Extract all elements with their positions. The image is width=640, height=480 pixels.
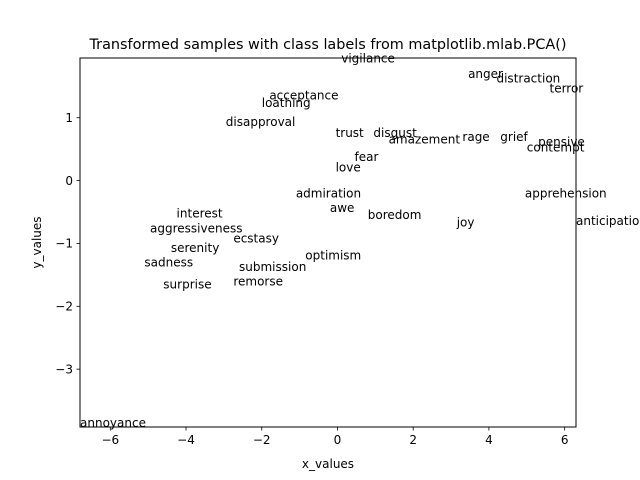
points-layer: vigilanceangerdistractionterroracceptanc… xyxy=(80,51,640,430)
x-tick-label: −6 xyxy=(101,433,119,447)
point-label: boredom xyxy=(368,208,422,222)
point-label: surprise xyxy=(163,278,211,292)
y-tick-label: −3 xyxy=(55,362,73,376)
point-label: love xyxy=(336,161,361,175)
point-label: contempt xyxy=(527,141,585,155)
axes-frame xyxy=(79,57,577,428)
point-label: awe xyxy=(330,201,355,215)
point-label: acceptance xyxy=(269,88,338,102)
point-label: remorse xyxy=(233,274,283,288)
y-axis-label: y_values xyxy=(30,216,44,268)
point-label: grief xyxy=(500,130,528,144)
y-tick-label: 1 xyxy=(65,111,73,125)
point-label: disapproval xyxy=(226,115,296,129)
point-label: pensive xyxy=(538,135,585,149)
ticks-layer: −6 −4 −2 0 2 4 6 1 0 −1 −2 −3 xyxy=(55,111,568,447)
point-label: anticipation xyxy=(576,214,640,228)
point-label: annoyance xyxy=(80,416,146,430)
x-tick-label: 2 xyxy=(409,433,417,447)
x-tick-label: 6 xyxy=(561,433,569,447)
point-label: fear xyxy=(355,150,379,164)
y-tick-label: −2 xyxy=(55,300,73,314)
x-tick-label: 4 xyxy=(485,433,493,447)
point-label: admiration xyxy=(296,186,361,200)
point-label: optimism xyxy=(305,249,361,263)
point-label: sadness xyxy=(144,256,193,270)
point-label: apprehension xyxy=(525,186,607,200)
point-label: ecstasy xyxy=(233,232,279,246)
point-label: serenity xyxy=(171,241,219,255)
point-label: distraction xyxy=(496,71,560,85)
point-label: interest xyxy=(177,207,223,221)
point-label: loathing xyxy=(262,96,311,110)
point-label: joy xyxy=(456,215,475,229)
chart-title: Transformed samples with class labels fr… xyxy=(89,37,567,53)
point-label: trust xyxy=(336,126,364,140)
x-tick-label: −4 xyxy=(177,433,195,447)
x-axis-label: x_values xyxy=(302,457,354,471)
x-tick-label: −2 xyxy=(253,433,271,447)
point-label: rage xyxy=(462,130,489,144)
point-label: submission xyxy=(239,260,306,274)
point-label: amazement xyxy=(389,132,461,146)
y-tick-label: 0 xyxy=(65,174,73,188)
point-label: anger xyxy=(468,67,503,81)
point-label: aggressiveness xyxy=(150,222,242,236)
point-label: disgust xyxy=(373,126,417,140)
point-label: terror xyxy=(549,81,583,95)
x-tick-label: 0 xyxy=(334,433,342,447)
y-tick-label: −1 xyxy=(55,237,73,251)
